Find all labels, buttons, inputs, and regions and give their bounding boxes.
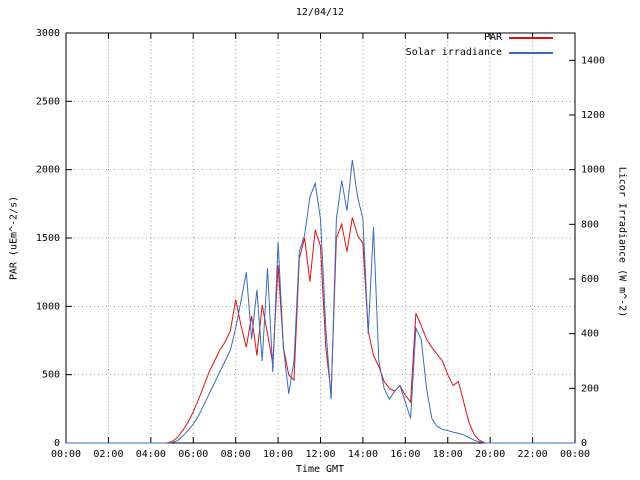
svg-text:3000: 3000 xyxy=(36,28,60,39)
legend-line-sample-solar xyxy=(509,51,553,54)
svg-text:00:00: 00:00 xyxy=(560,449,590,460)
svg-text:600: 600 xyxy=(581,274,599,285)
svg-text:18:00: 18:00 xyxy=(433,449,463,460)
svg-text:800: 800 xyxy=(581,219,599,230)
svg-text:10:00: 10:00 xyxy=(263,449,293,460)
svg-text:400: 400 xyxy=(581,329,599,340)
svg-text:20:00: 20:00 xyxy=(475,449,505,460)
svg-text:0: 0 xyxy=(581,438,587,449)
svg-text:14:00: 14:00 xyxy=(348,449,378,460)
svg-text:2500: 2500 xyxy=(36,96,60,107)
svg-text:1500: 1500 xyxy=(36,233,60,244)
legend-label-solar: Solar irradiance xyxy=(405,47,502,58)
legend-line-sample-par xyxy=(509,36,553,39)
chart-title: 12/04/12 xyxy=(295,7,345,18)
svg-text:00:00: 00:00 xyxy=(51,449,81,460)
svg-text:1000: 1000 xyxy=(581,165,605,176)
svg-text:200: 200 xyxy=(581,383,599,394)
svg-text:2000: 2000 xyxy=(36,165,60,176)
legend: PAR Solar irradiance xyxy=(406,30,553,60)
svg-text:0: 0 xyxy=(54,438,60,449)
legend-item-par: PAR xyxy=(406,30,553,45)
x-axis-label: Time GMT xyxy=(295,464,345,475)
svg-text:1000: 1000 xyxy=(36,301,60,312)
y2-axis-label: Licor Irradiance (W m^-2) xyxy=(616,166,628,318)
svg-text:04:00: 04:00 xyxy=(136,449,166,460)
svg-text:16:00: 16:00 xyxy=(390,449,420,460)
y-axis-label: PAR (uEm^-2/s) xyxy=(8,195,20,281)
svg-text:06:00: 06:00 xyxy=(178,449,208,460)
svg-text:12:00: 12:00 xyxy=(305,449,335,460)
legend-label-par: PAR xyxy=(483,32,502,43)
svg-text:1400: 1400 xyxy=(581,55,605,66)
svg-text:08:00: 08:00 xyxy=(221,449,251,460)
svg-text:22:00: 22:00 xyxy=(518,449,548,460)
svg-text:1200: 1200 xyxy=(581,110,605,121)
svg-text:500: 500 xyxy=(42,370,60,381)
legend-item-solar: Solar irradiance xyxy=(406,45,553,60)
svg-text:02:00: 02:00 xyxy=(93,449,123,460)
